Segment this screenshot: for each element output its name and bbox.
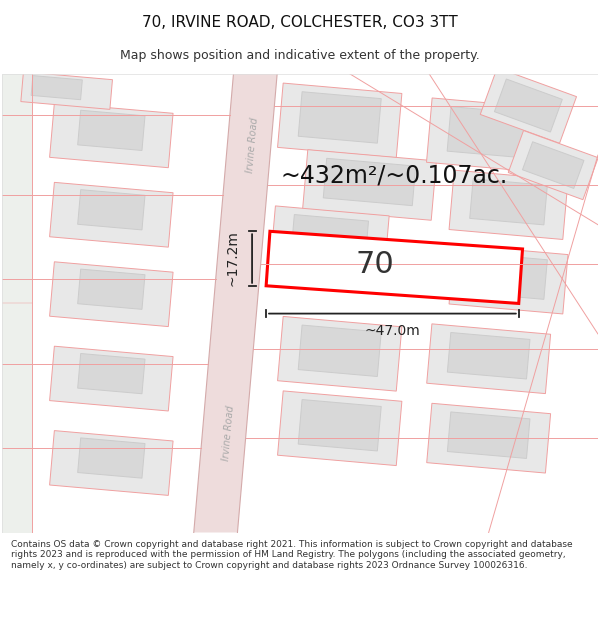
Bar (271, 206, 389, 273)
Polygon shape (194, 74, 277, 532)
Bar (427, 324, 551, 394)
Bar (323, 158, 416, 206)
Polygon shape (2, 74, 32, 532)
Bar (291, 214, 368, 259)
Text: Map shows position and indicative extent of the property.: Map shows position and indicative extent… (120, 49, 480, 62)
Bar (508, 131, 598, 199)
Bar (50, 431, 173, 496)
Text: Irvine Road: Irvine Road (221, 405, 236, 461)
Bar (448, 412, 530, 458)
Bar (447, 107, 530, 158)
Bar (50, 103, 173, 168)
Bar (470, 179, 547, 225)
Bar (50, 346, 173, 411)
Bar (470, 253, 547, 299)
Text: ~17.2m: ~17.2m (225, 231, 239, 286)
Bar (278, 391, 402, 466)
Bar (278, 83, 402, 158)
Bar (77, 110, 145, 151)
Bar (77, 269, 145, 309)
Bar (480, 68, 577, 143)
Bar (298, 325, 381, 376)
Bar (77, 438, 145, 478)
Bar (50, 262, 173, 327)
Text: ~432m²/~0.107ac.: ~432m²/~0.107ac. (280, 163, 508, 187)
Bar (302, 149, 436, 220)
Bar (298, 399, 381, 451)
Bar (427, 403, 551, 473)
Bar (427, 98, 551, 172)
Bar (266, 231, 523, 304)
Bar (298, 92, 381, 143)
Bar (448, 332, 530, 379)
Text: ~47.0m: ~47.0m (365, 324, 421, 339)
Bar (449, 244, 568, 314)
Bar (21, 72, 112, 109)
Bar (523, 142, 584, 189)
Bar (77, 189, 145, 230)
Bar (494, 79, 562, 132)
Text: Contains OS data © Crown copyright and database right 2021. This information is : Contains OS data © Crown copyright and d… (11, 540, 572, 570)
Text: 70, IRVINE ROAD, COLCHESTER, CO3 3TT: 70, IRVINE ROAD, COLCHESTER, CO3 3TT (142, 14, 458, 29)
Bar (31, 76, 82, 100)
Text: Irvine Road: Irvine Road (245, 117, 260, 173)
Bar (50, 182, 173, 247)
Bar (449, 170, 568, 239)
Bar (77, 354, 145, 394)
Text: 70: 70 (355, 250, 394, 279)
Bar (278, 316, 402, 391)
